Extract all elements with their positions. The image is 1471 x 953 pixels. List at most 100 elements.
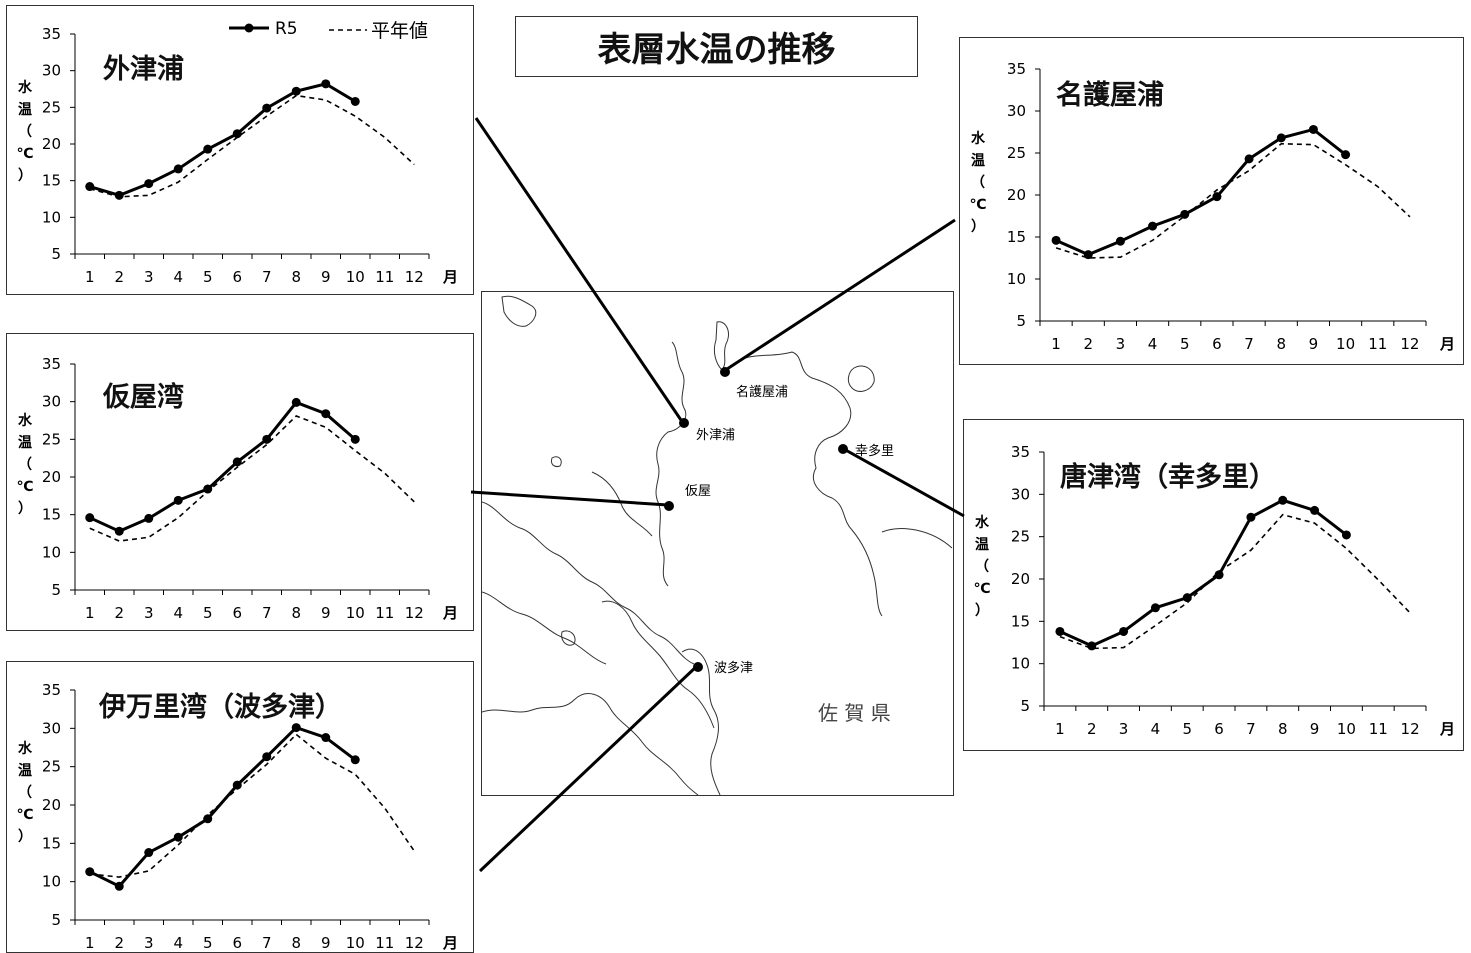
series-r5-point xyxy=(144,848,154,858)
y-tick-label: 10 xyxy=(42,873,61,891)
chart-title: 仮屋湾 xyxy=(102,381,184,413)
y-tick-label: 5 xyxy=(51,911,61,929)
x-tick-label: 7 xyxy=(1244,335,1254,353)
series-normal-line xyxy=(89,415,415,542)
series-r5-point xyxy=(85,867,95,877)
series-r5-point xyxy=(1148,221,1158,231)
series-r5-point xyxy=(173,164,183,174)
y-tick-label: 10 xyxy=(42,543,61,561)
series-r5-point xyxy=(291,723,301,733)
site-label-kotari: 幸多里 xyxy=(855,443,894,459)
y-axis-label: 水温（℃） xyxy=(17,412,34,517)
x-tick-label: 10 xyxy=(346,604,365,622)
series-r5-point xyxy=(144,513,154,523)
x-tick-label: 4 xyxy=(173,604,183,622)
y-tick-label: 30 xyxy=(1007,102,1026,120)
y-tick-label: 5 xyxy=(1016,312,1026,330)
series-r5-point xyxy=(1150,603,1160,613)
series-r5-line xyxy=(89,400,357,533)
y-tick-label: 25 xyxy=(1007,144,1026,162)
x-tick-label: 5 xyxy=(203,268,213,286)
y-tick-label: 5 xyxy=(51,581,61,599)
x-tick-label: 4 xyxy=(173,934,183,952)
x-tick-label: 5 xyxy=(203,934,213,952)
y-tick-label: 30 xyxy=(42,719,61,737)
series-r5-point xyxy=(321,733,331,743)
x-axis-unit: 月 xyxy=(1439,720,1455,738)
series-r5-point xyxy=(1308,124,1318,134)
chart-panel-nagoya: 5 10 15 20 25 30 35 1 2 3 4 5 6 7 8 9 10 11 12 月水温（℃） 名護屋浦 xyxy=(959,37,1464,365)
y-axis-label: 水温（℃） xyxy=(974,514,991,619)
series-r5-point xyxy=(1310,505,1320,515)
y-tick-label: 25 xyxy=(1011,528,1030,546)
series-r5-point xyxy=(350,755,360,765)
y-tick-label: 25 xyxy=(42,758,61,776)
x-tick-label: 6 xyxy=(232,268,242,286)
chart-panel-hokatsu: 5 10 15 20 25 30 35 1 2 3 4 5 6 7 8 9 10 11 12 月水温（℃） 外津浦 R5 平… xyxy=(6,5,474,295)
y-axis-label: 水温（℃） xyxy=(970,130,987,235)
series-r5-point xyxy=(291,397,301,407)
y-tick-label: 35 xyxy=(1007,60,1026,78)
x-tick-label: 1 xyxy=(85,934,95,952)
y-tick-label: 15 xyxy=(42,172,61,190)
series-r5-point xyxy=(85,182,95,192)
series-r5-point xyxy=(144,179,154,189)
series-r5-point xyxy=(1119,626,1129,636)
series-r5-point xyxy=(1246,512,1256,522)
x-tick-label: 6 xyxy=(1214,720,1224,738)
series-r5-point xyxy=(232,129,242,139)
x-tick-label: 1 xyxy=(1051,335,1061,353)
x-tick-label: 9 xyxy=(321,604,331,622)
y-tick-label: 20 xyxy=(42,468,61,486)
site-label-hatatsu: 波多津 xyxy=(714,660,753,676)
series-r5-point xyxy=(1341,150,1351,160)
x-tick-label: 7 xyxy=(262,268,272,286)
x-tick-label: 8 xyxy=(291,268,301,286)
y-tick-label: 20 xyxy=(1007,186,1026,204)
x-axis-unit: 月 xyxy=(442,934,458,952)
series-r5-point xyxy=(1055,626,1065,636)
y-tick-label: 5 xyxy=(51,245,61,263)
y-tick-label: 15 xyxy=(1007,228,1026,246)
x-tick-label: 11 xyxy=(375,268,394,286)
chart-panel-kariya: 5 10 15 20 25 30 35 1 2 3 4 5 6 7 8 9 10 11 12 月水温（℃） 仮屋湾 xyxy=(6,333,474,631)
site-marker-hokatsu xyxy=(679,418,689,428)
site-label-nagoya: 名護屋浦 xyxy=(736,384,788,400)
x-tick-label: 3 xyxy=(144,604,154,622)
y-axis-label: 水温（℃） xyxy=(17,79,34,184)
series-r5-point xyxy=(262,752,272,762)
site-marker-hatatsu xyxy=(693,662,703,672)
x-tick-label: 3 xyxy=(1119,720,1129,738)
series-r5-point xyxy=(114,190,124,200)
y-tick-label: 35 xyxy=(42,25,61,43)
x-tick-label: 9 xyxy=(1310,720,1320,738)
x-tick-label: 5 xyxy=(203,604,213,622)
series-r5-point xyxy=(1087,641,1097,651)
x-tick-label: 12 xyxy=(405,604,424,622)
chart-panel-karatsu: 5 10 15 20 25 30 35 1 2 3 4 5 6 7 8 9 10 11 12 月水温（℃） 唐津湾（幸多… xyxy=(963,419,1464,751)
legend-r5-marker xyxy=(244,23,254,33)
series-r5-line xyxy=(1055,127,1347,257)
series-r5-point xyxy=(1214,570,1224,580)
y-tick-label: 10 xyxy=(42,208,61,226)
x-axis-unit: 月 xyxy=(442,268,458,286)
series-r5-point xyxy=(173,832,183,842)
series-r5-point xyxy=(203,144,213,154)
x-tick-label: 2 xyxy=(114,934,124,952)
x-tick-label: 2 xyxy=(1087,720,1097,738)
series-r5-point xyxy=(1244,154,1254,164)
x-tick-label: 1 xyxy=(85,268,95,286)
series-r5-point xyxy=(1341,530,1351,540)
series-r5-point xyxy=(232,780,242,790)
chart-title: 外津浦 xyxy=(103,53,184,85)
y-tick-label: 15 xyxy=(42,506,61,524)
x-tick-label: 6 xyxy=(232,604,242,622)
x-tick-label: 12 xyxy=(1400,335,1419,353)
site-label-kariya: 仮屋 xyxy=(685,484,711,499)
y-tick-label: 10 xyxy=(1007,270,1026,288)
x-tick-label: 10 xyxy=(346,268,365,286)
